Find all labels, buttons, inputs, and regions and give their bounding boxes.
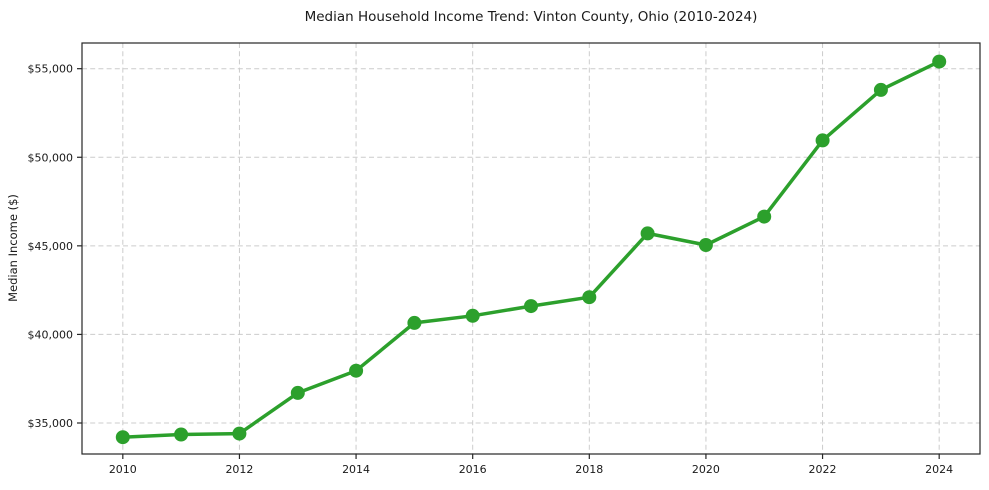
data-point [232, 426, 247, 441]
data-point [407, 315, 422, 330]
data-point [640, 226, 655, 241]
data-point [524, 299, 538, 314]
grid-layer [82, 43, 980, 454]
y-tick-label: $35,000 [28, 417, 74, 430]
y-tick-label: $50,000 [28, 151, 74, 164]
x-tick-label: 2018 [575, 463, 603, 476]
data-point [349, 363, 364, 378]
y-axis-label: Median Income ($) [6, 194, 20, 302]
x-tick-label: 2014 [342, 463, 370, 476]
data-point [815, 133, 830, 148]
x-tick-label: 2016 [459, 463, 487, 476]
x-tick-label: 2024 [925, 463, 953, 476]
data-point [873, 82, 888, 97]
data-point [757, 209, 772, 224]
data-point [698, 238, 713, 252]
data-point [174, 427, 189, 442]
x-tick-label: 2022 [809, 463, 837, 476]
x-tick-label: 2020 [692, 463, 720, 476]
plot-border [81, 42, 981, 455]
data-point [290, 385, 305, 400]
data-point [582, 290, 597, 305]
y-tick-label: $40,000 [28, 328, 74, 341]
x-tick-label: 2012 [225, 463, 253, 476]
y-tick-label: $45,000 [28, 240, 74, 253]
data-point [465, 308, 480, 323]
trend-line [121, 59, 941, 439]
y-tick-label: $55,000 [28, 63, 74, 76]
data-point [115, 430, 130, 445]
data-point [932, 54, 947, 69]
chart-title: Median Household Income Trend: Vinton Co… [305, 9, 758, 25]
x-tick-label: 2010 [109, 463, 137, 476]
axes-layer: $35,000 $40,000 $45,000 $50,000 $55,000 2010 2… [28, 42, 981, 476]
series-layer [115, 54, 947, 445]
